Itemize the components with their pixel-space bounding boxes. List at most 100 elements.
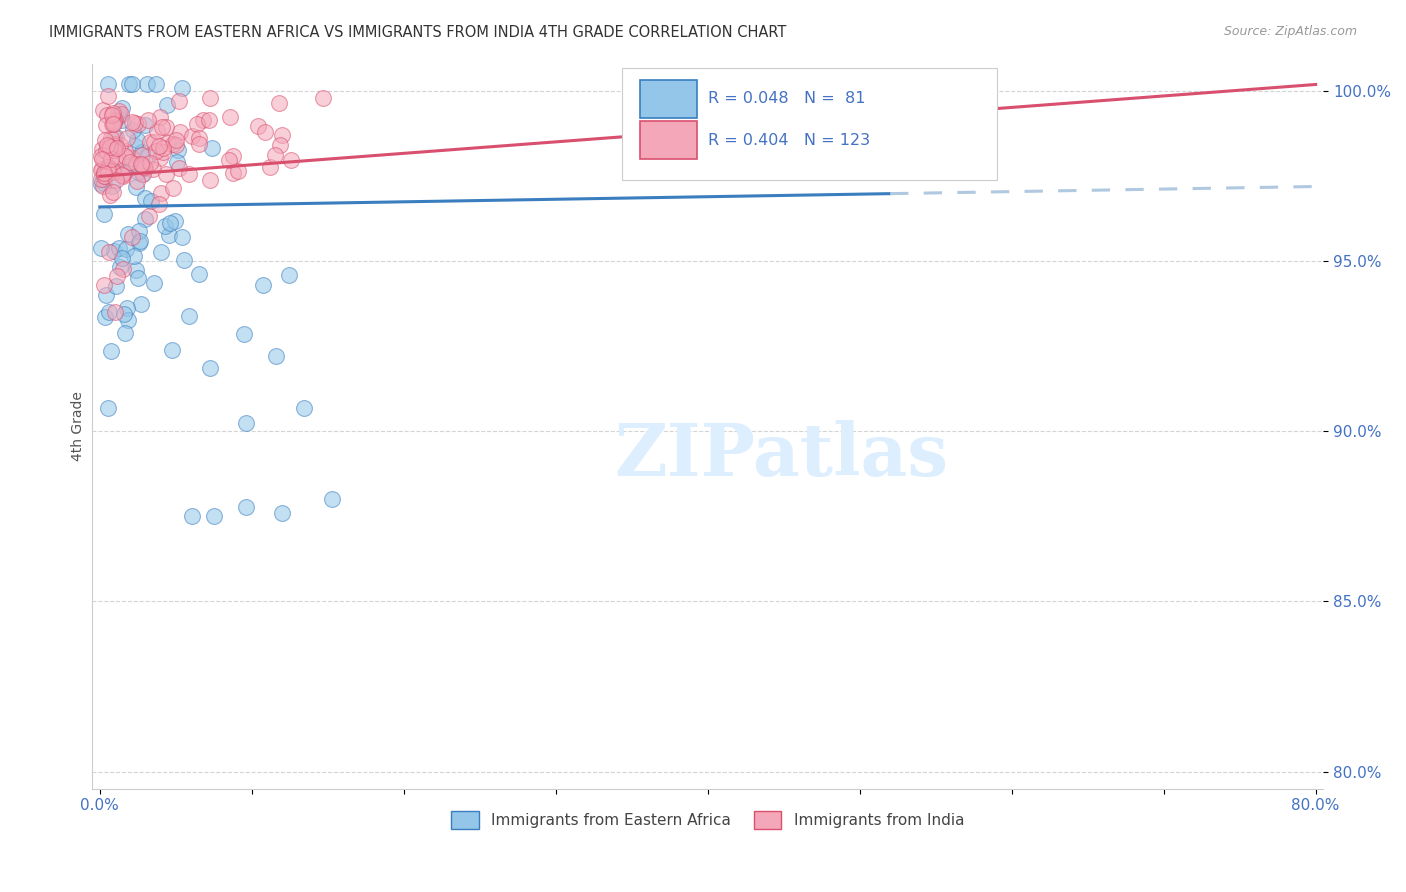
Point bbox=[155, 167, 177, 181]
Point bbox=[170, 80, 193, 95]
Point bbox=[167, 94, 190, 108]
Point bbox=[162, 136, 184, 151]
Point bbox=[117, 227, 139, 241]
Point bbox=[111, 165, 134, 179]
Point bbox=[169, 125, 191, 139]
Point bbox=[103, 106, 125, 120]
Point bbox=[122, 123, 145, 137]
Point bbox=[104, 305, 127, 319]
Point bbox=[104, 141, 127, 155]
Point bbox=[94, 169, 117, 184]
Point bbox=[193, 113, 215, 128]
Point bbox=[110, 107, 132, 121]
Point bbox=[132, 167, 155, 181]
Point bbox=[124, 116, 146, 130]
Point bbox=[128, 236, 150, 251]
Point bbox=[93, 178, 115, 193]
Point bbox=[117, 301, 139, 315]
Point bbox=[180, 509, 202, 524]
Text: IMMIGRANTS FROM EASTERN AFRICA VS IMMIGRANTS FROM INDIA 4TH GRADE CORRELATION CH: IMMIGRANTS FROM EASTERN AFRICA VS IMMIGR… bbox=[49, 25, 786, 40]
Point bbox=[162, 181, 184, 195]
Point bbox=[121, 115, 143, 129]
Point bbox=[96, 108, 118, 122]
Point bbox=[97, 89, 120, 103]
Point bbox=[177, 167, 200, 181]
Point bbox=[153, 219, 176, 233]
Point bbox=[112, 169, 135, 183]
Text: R = 0.048   N =  81: R = 0.048 N = 81 bbox=[707, 91, 865, 106]
Point bbox=[166, 155, 188, 169]
Point bbox=[188, 137, 211, 152]
Point bbox=[105, 279, 128, 293]
Point bbox=[187, 131, 209, 145]
Point bbox=[198, 113, 221, 128]
Point bbox=[110, 138, 132, 153]
Point bbox=[94, 145, 117, 159]
Point bbox=[90, 153, 112, 167]
Point bbox=[278, 268, 301, 282]
Point bbox=[156, 136, 179, 150]
Point bbox=[247, 119, 270, 133]
Point bbox=[121, 230, 143, 244]
Point bbox=[187, 268, 209, 282]
Point bbox=[112, 307, 135, 321]
Point bbox=[90, 161, 112, 176]
Point bbox=[312, 91, 335, 105]
Point bbox=[97, 163, 120, 178]
FancyBboxPatch shape bbox=[621, 68, 997, 180]
Point bbox=[100, 344, 122, 359]
Point bbox=[292, 401, 315, 416]
Point bbox=[125, 179, 148, 194]
Point bbox=[97, 160, 120, 174]
Point bbox=[167, 143, 190, 157]
Point bbox=[134, 161, 156, 175]
Point bbox=[93, 207, 115, 221]
Point bbox=[103, 130, 125, 145]
Point bbox=[93, 153, 115, 167]
Point bbox=[111, 112, 134, 127]
Point bbox=[131, 158, 153, 172]
Point bbox=[131, 167, 153, 181]
Point bbox=[93, 166, 115, 180]
Point bbox=[149, 244, 172, 259]
Point bbox=[110, 251, 132, 265]
Point bbox=[145, 78, 167, 92]
Point bbox=[148, 139, 170, 153]
Point bbox=[271, 507, 294, 521]
Point bbox=[91, 103, 114, 118]
Point bbox=[270, 128, 292, 143]
Point bbox=[232, 327, 254, 342]
Point bbox=[97, 78, 120, 92]
Point bbox=[141, 194, 163, 208]
Point bbox=[129, 297, 152, 311]
Point bbox=[221, 149, 243, 163]
Point bbox=[269, 96, 291, 111]
Point bbox=[93, 278, 115, 293]
Point bbox=[143, 276, 166, 290]
Point bbox=[200, 91, 222, 105]
Point bbox=[103, 185, 125, 199]
Point bbox=[104, 139, 127, 153]
Point bbox=[97, 305, 120, 319]
Point bbox=[198, 172, 221, 186]
Point bbox=[103, 244, 125, 258]
Point bbox=[96, 138, 118, 153]
Point bbox=[120, 155, 142, 169]
Point bbox=[104, 155, 127, 169]
Text: R = 0.404   N = 123: R = 0.404 N = 123 bbox=[707, 133, 870, 148]
Point bbox=[104, 137, 127, 152]
Point bbox=[136, 149, 159, 163]
Point bbox=[101, 178, 124, 193]
Point bbox=[150, 186, 173, 200]
Point bbox=[155, 120, 177, 134]
Point bbox=[100, 152, 122, 166]
Point bbox=[159, 216, 181, 230]
Point bbox=[143, 135, 166, 149]
Point bbox=[101, 162, 124, 177]
Point bbox=[117, 130, 139, 145]
Point bbox=[280, 153, 302, 168]
Point bbox=[321, 491, 343, 506]
Point bbox=[131, 148, 153, 162]
Point bbox=[90, 241, 112, 255]
Point bbox=[145, 145, 167, 159]
